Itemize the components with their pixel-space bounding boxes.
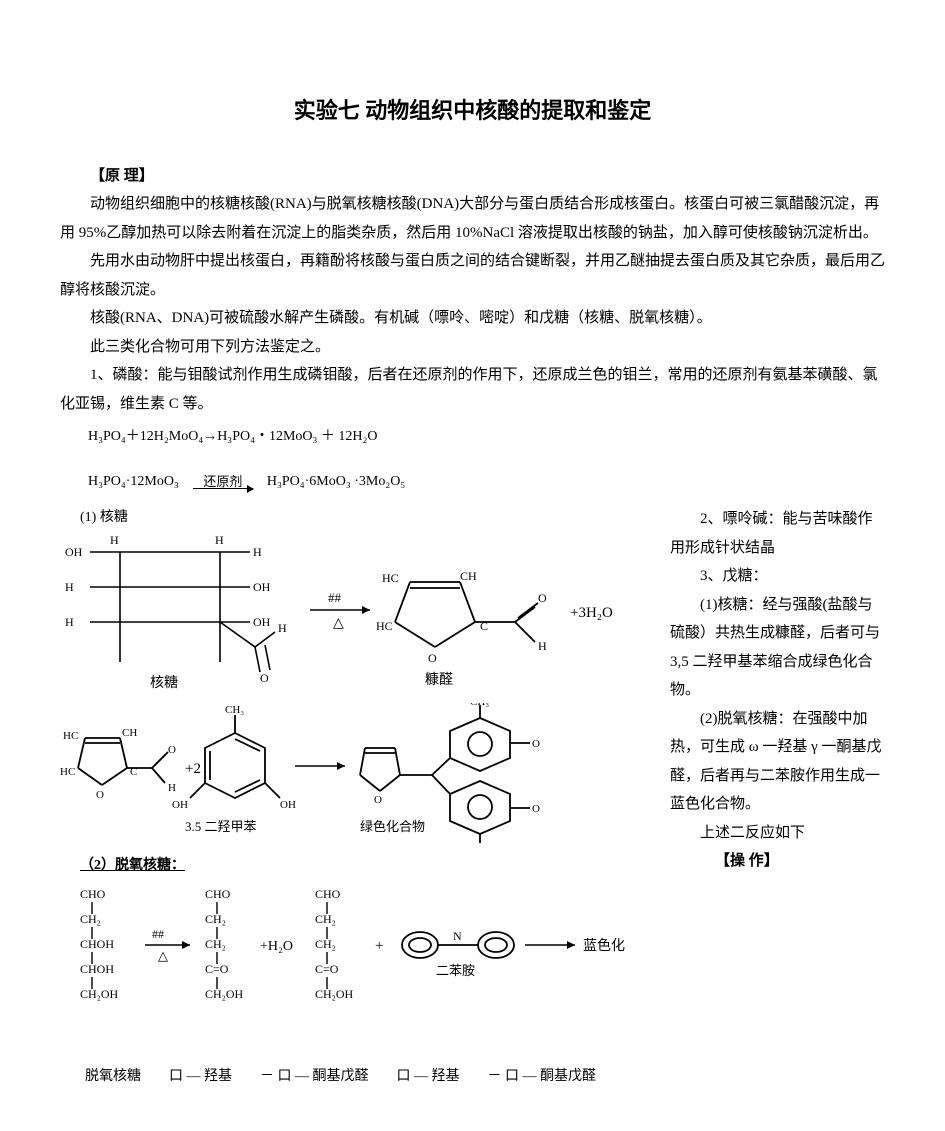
svg-text:H: H [253,545,262,559]
sub-deoxy: 脱氧核糖 [85,1064,141,1091]
paragraph-4: 此三类化合物可用下列方法鉴定之。 [60,333,885,362]
svg-text:HC: HC [382,571,399,585]
svg-text:H: H [278,621,287,635]
svg-text:H: H [65,580,74,594]
svg-text:C: C [130,766,137,778]
svg-text:CH₂OH: CH₂OH [315,987,354,1001]
blue-compound-label: 蓝色化 [583,937,625,954]
svg-text:CH₃: CH₃ [470,703,489,708]
paragraph-3: 核酸(RNA、DNA)可被硫酸水解产生磷酸。有机碱（嘌呤、嘧啶）和戊糖（核糖、脱… [60,304,885,333]
svg-text:CHO: CHO [205,887,231,901]
deoxyribose-text: (2)脱氧核糖：在强酸中加热，可生成 ω 一羟基 γ 一酮基戊醛，后者再与二苯胺… [670,705,885,819]
deoxyribose-reaction-svg: CHO CH₂ CHOH CHOH CH₂OH ## △ CHO [60,880,650,1050]
paragraph-2: 先用水由动物肝中提出核蛋白，再籍酚将核酸与蛋白质之间的结合键断裂，并用乙醚抽提去… [60,247,885,304]
svg-text:CHOH: CHOH [80,937,114,951]
diphenylamine-label: 二苯胺 [436,963,475,978]
svg-text:H: H [168,782,176,794]
svg-text:CHOH: CHOH [80,962,114,976]
svg-text:##: ## [328,590,342,605]
svg-text:CHO: CHO [80,887,106,901]
svg-text:H: H [538,639,547,653]
plus-sign: + [375,938,383,954]
svg-text:O: O [428,651,437,665]
svg-text:CH₂: CH₂ [80,912,101,926]
dihydroxytoluene-label: 3.5 二羟甲苯 [185,819,257,834]
svg-text:CH: CH [122,727,137,739]
green-compound-svg: HCCH HCC O OH +2 CH₃ OH OH 3.5 二羟 [60,703,650,843]
sub-d: － 口 — 酮基戊醛 [488,1064,597,1091]
svg-text:OH: OH [172,799,188,811]
arrow-label: 还原剂 [203,475,242,488]
svg-text:△: △ [158,948,168,963]
sub-a: 口 — 羟基 [169,1064,232,1091]
ribose-label: 核糖 [150,675,178,691]
svg-text:CH₂: CH₂ [205,937,226,951]
svg-text:HC: HC [63,730,78,742]
svg-text:C: C [480,619,488,633]
bottom-labels: 脱氧核糖 口 — 羟基 － 口 — 酮基戊醛 口 — 羟基 － 口 — 酮基戊醛 [85,1064,650,1091]
svg-text:CH₂: CH₂ [315,937,336,951]
page-title: 实验七 动物组织中核酸的提取和鉴定 [60,90,885,132]
svg-text:CH: CH [460,569,477,583]
green-compound-label: 绿色化合物 [360,819,425,834]
right-text-column: 2、嘌呤碱：能与苦味酸作用形成针状结晶 3、戊糖： (1)核糖：经与强酸(盐酸与… [670,505,885,1090]
plus-3h2o: +3H₂O [570,605,613,621]
equation-2-right: H₃PO₄·6MoO₃ ·3Mo₂O₅ [267,469,405,496]
svg-text:C=O: C=O [205,962,229,976]
svg-text:H: H [65,615,74,629]
svg-text:O: O [168,744,176,756]
svg-text:CH₃: CH₃ [225,704,244,716]
pentose-heading: 3、戊糖： [670,562,885,591]
sub-b: － 口 — 酮基戊醛 [260,1064,369,1091]
diagram-2-label: （2）脱氧核糖： [80,853,650,880]
purine-text: 2、嘌呤碱：能与苦味酸作用形成针状结晶 [670,505,885,562]
furfural-label: 糠醛 [425,671,453,688]
plus-h2o: +H₂O [260,939,293,954]
ribose-to-furfural-svg: OH H H H OH OH H O H H 核糖 ## △ [60,532,650,692]
svg-text:HC: HC [376,619,393,633]
svg-text:CH₂: CH₂ [205,912,226,926]
equation-2: H₃PO₄·12MoO₃ 还原剂 H₃PO₄·6MoO₃ ·3Mo₂O₅ [88,469,885,496]
principle-heading: 【原 理】 [90,162,885,191]
svg-text:CH₂OH: CH₂OH [80,987,119,1001]
svg-text:O: O [96,789,104,801]
svg-text:N: N [453,929,462,943]
svg-text:O: O [374,794,382,806]
svg-text:##: ## [152,927,164,941]
svg-text:△: △ [333,616,344,631]
svg-text:+2: +2 [185,761,201,777]
svg-text:CH₂OH: CH₂OH [205,987,244,1001]
svg-text:H: H [215,533,224,547]
paragraph-5: 1、磷酸：能与钼酸试剂作用生成磷钼酸，后者在还原剂的作用下，还原成兰色的钼兰，常… [60,361,885,418]
svg-text:O: O [260,671,269,685]
svg-text:CH₂: CH₂ [315,912,336,926]
equation-1-text: H₃PO₄＋12H₂MoO₄→H₃PO₄・12MoO₃ ＋ 12H₂O [88,424,378,451]
diagram-1-label: (1) 核糖 [80,505,650,532]
svg-text:OH: OH [253,615,271,629]
svg-text:OH: OH [280,799,296,811]
svg-text:CHO: CHO [315,887,341,901]
svg-text:H: H [110,533,119,547]
svg-text:OH: OH [65,545,83,559]
svg-text:O: O [532,738,540,750]
svg-text:OH: OH [253,580,271,594]
paragraph-1: 动物组织细胞中的核糖核酸(RNA)与脱氧核糖核酸(DNA)大部分与蛋白质结合形成… [60,190,885,247]
equation-2-left: H₃PO₄·12MoO₃ [88,469,179,496]
reactions-note: 上述二反应如下 [670,819,885,848]
svg-text:O: O [538,591,547,605]
svg-text:O: O [532,803,540,815]
heat-arrow-1: ## △ [310,590,370,631]
sub-c: 口 — 羟基 [397,1064,460,1091]
svg-text:C=O: C=O [315,962,339,976]
chemistry-diagrams: (1) 核糖 [60,505,650,1090]
ribose-text: (1)核糖：经与强酸(盐酸与硫酸）共热生成糠醛，后者可与 3,5 二羟甲基苯缩合… [670,591,885,705]
equation-1: H₃PO₄＋12H₂MoO₄→H₃PO₄・12MoO₃ ＋ 12H₂O [88,424,885,451]
svg-text:HC: HC [60,766,75,778]
reducing-agent-arrow: 还原剂 [193,475,253,490]
operation-heading: 【操 作】 [670,847,885,876]
